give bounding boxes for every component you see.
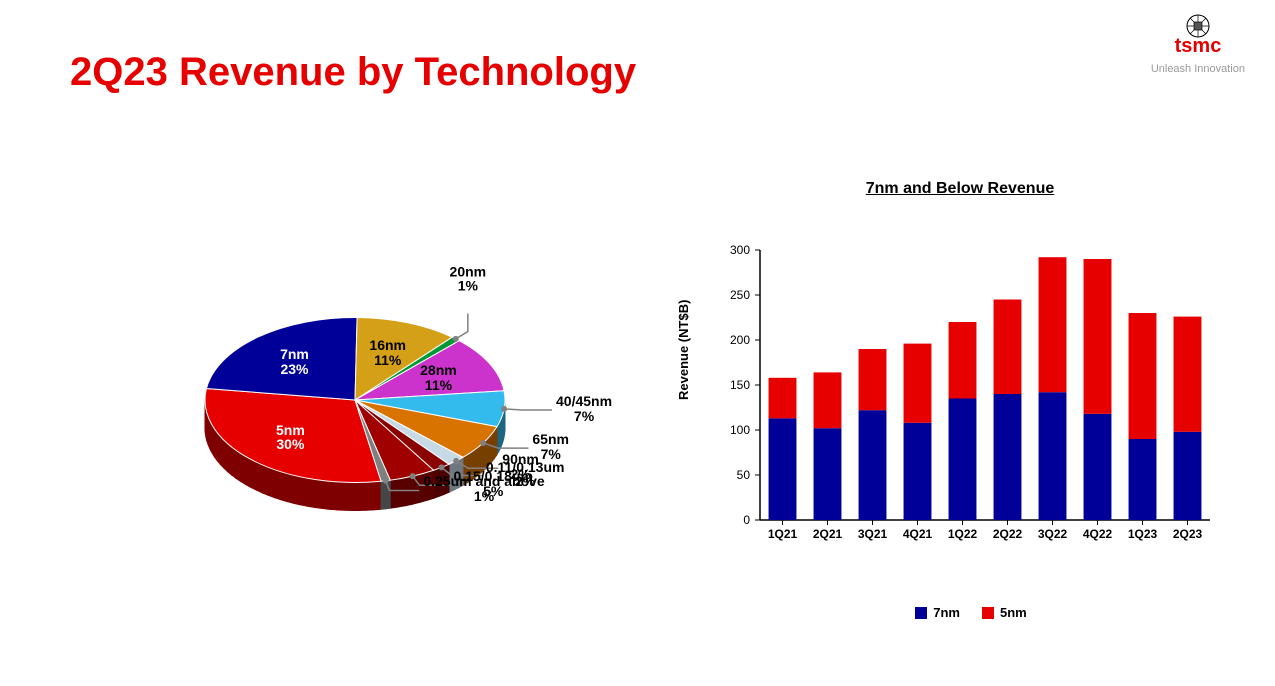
svg-text:3Q22: 3Q22	[1038, 527, 1068, 541]
pie-chart-svg	[130, 215, 580, 615]
bar-segment	[859, 349, 887, 410]
bar-segment	[994, 394, 1022, 520]
pie-slice-label: 16nm11%	[369, 338, 406, 367]
legend-label: 5nm	[1000, 605, 1027, 620]
pie-slice-label: 7nm23%	[280, 347, 309, 376]
svg-text:1Q22: 1Q22	[948, 527, 978, 541]
tsmc-logo-icon: tsmc	[1158, 12, 1238, 56]
svg-text:2Q22: 2Q22	[993, 527, 1023, 541]
bar-segment	[1129, 439, 1157, 520]
svg-text:150: 150	[730, 378, 750, 392]
bar-chart-legend: 7nm 5nm	[680, 604, 1240, 620]
bar-segment	[859, 410, 887, 520]
svg-text:1Q21: 1Q21	[768, 527, 798, 541]
svg-text:200: 200	[730, 333, 750, 347]
bar-segment	[1039, 392, 1067, 520]
bar-segment	[904, 423, 932, 520]
bar-segment	[814, 372, 842, 428]
svg-text:2Q21: 2Q21	[813, 527, 843, 541]
svg-text:100: 100	[730, 423, 750, 437]
bar-chart: 7nm and Below Revenue Revenue (NT$B) 050…	[680, 170, 1240, 630]
svg-text:4Q21: 4Q21	[903, 527, 933, 541]
svg-text:2Q23: 2Q23	[1173, 527, 1203, 541]
bar-segment	[949, 399, 977, 521]
pie-slice-label: 28nm11%	[420, 363, 457, 392]
bar-segment	[769, 378, 797, 419]
bar-chart-title: 7nm and Below Revenue	[680, 180, 1240, 198]
svg-text:3Q21: 3Q21	[858, 527, 888, 541]
page-title: 2Q23 Revenue by Technology	[70, 50, 636, 95]
svg-text:300: 300	[730, 243, 750, 257]
bar-segment	[1129, 313, 1157, 439]
pie-chart: 5nm30%7nm23%16nm11%20nm1%28nm11%40/45nm7…	[130, 215, 580, 615]
bar-segment	[1084, 414, 1112, 520]
bar-segment	[769, 418, 797, 520]
pie-slice-label: 20nm1%	[450, 264, 487, 293]
bar-segment	[1174, 432, 1202, 520]
svg-text:1Q23: 1Q23	[1128, 527, 1158, 541]
svg-text:0: 0	[743, 513, 750, 527]
legend-swatch	[982, 607, 994, 619]
svg-text:50: 50	[737, 468, 751, 482]
bar-segment	[814, 428, 842, 520]
bar-segment	[994, 300, 1022, 395]
logo-brand: tsmc	[1175, 35, 1222, 56]
bar-chart-ylabel: Revenue (NT$B)	[676, 300, 691, 400]
svg-text:250: 250	[730, 288, 750, 302]
bar-chart-svg: 0 50 100 150 200 250 300 1Q21 2Q21 3Q21 4Q21 1Q22 2Q…	[680, 170, 1240, 570]
bar-segment	[949, 322, 977, 399]
bar-segment	[1084, 259, 1112, 414]
bar-segment	[1174, 317, 1202, 432]
legend-swatch	[915, 607, 927, 619]
pie-slice-label: 0.25um and above1%	[423, 474, 544, 503]
pie-slice-label: 40/45nm7%	[556, 394, 612, 423]
pie-slice-label: 5nm30%	[276, 423, 305, 452]
logo: tsmc Unleash Innovation	[1151, 12, 1245, 75]
svg-text:4Q22: 4Q22	[1083, 527, 1113, 541]
bar-segment	[1039, 257, 1067, 392]
logo-tagline: Unleash Innovation	[1151, 63, 1245, 75]
bar-segment	[904, 344, 932, 423]
legend-label: 7nm	[933, 605, 960, 620]
